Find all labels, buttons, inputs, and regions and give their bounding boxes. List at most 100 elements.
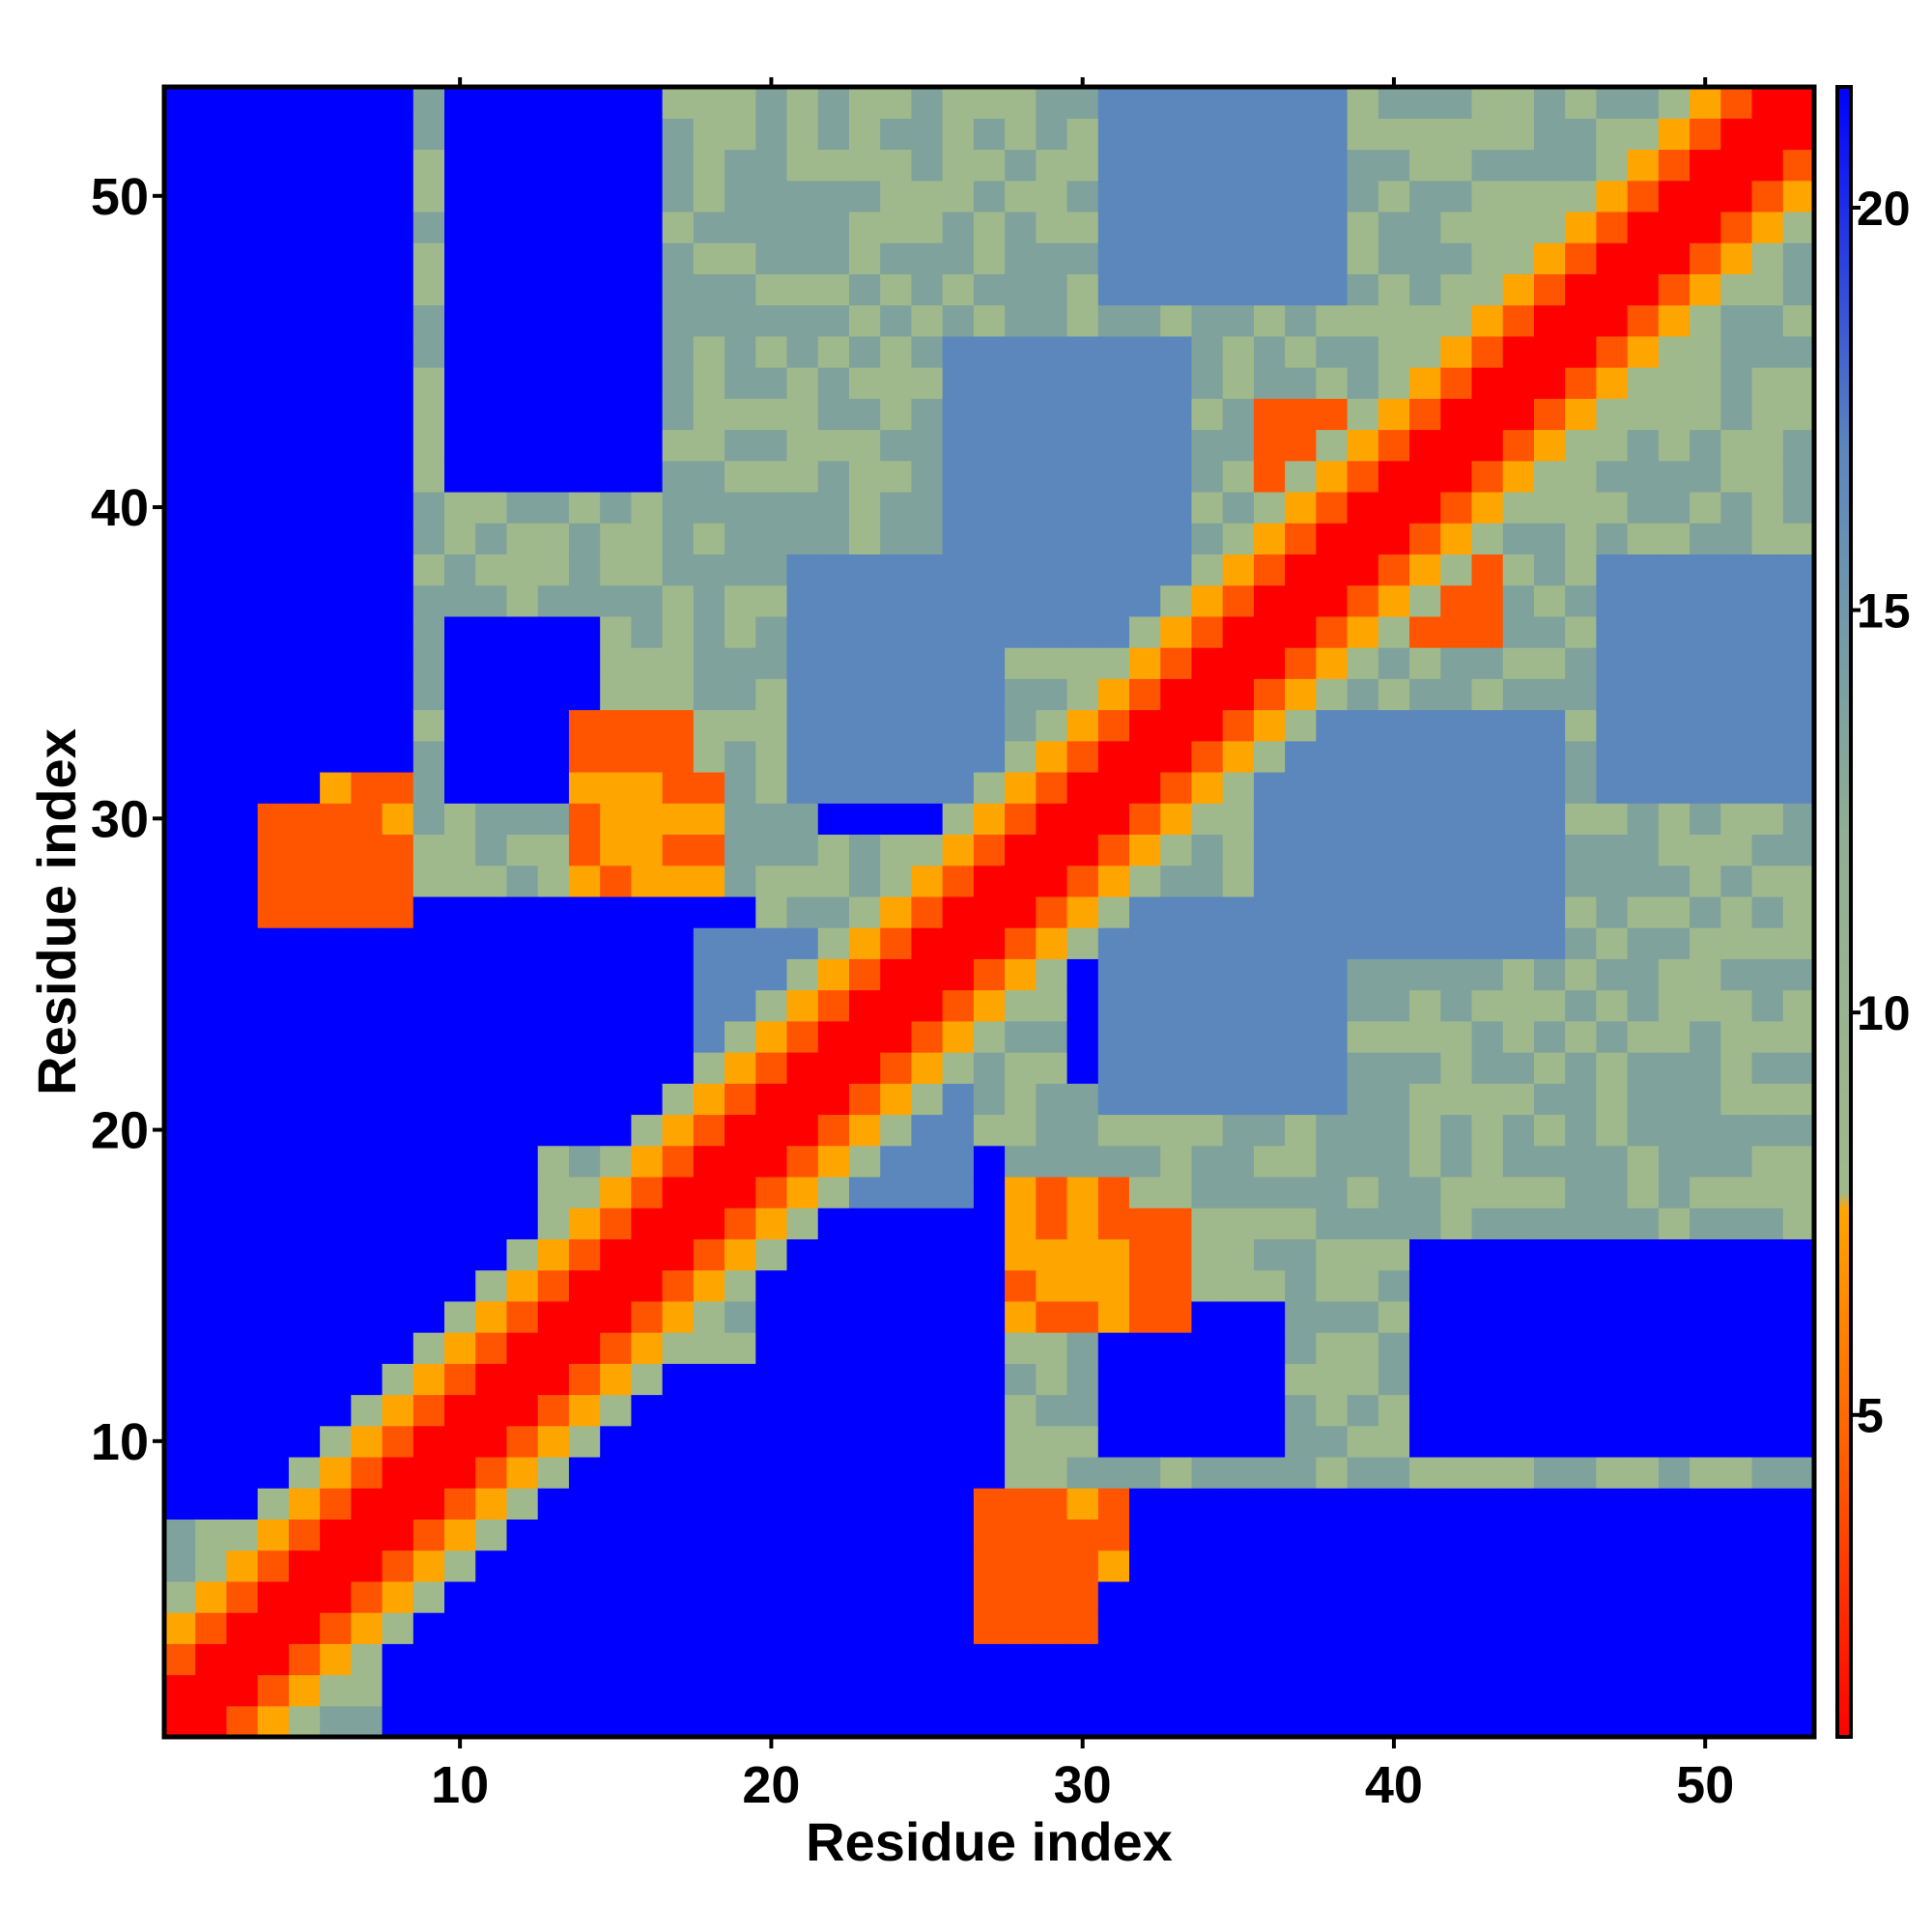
heatmap-cell xyxy=(631,1114,664,1147)
heatmap-cell xyxy=(1253,1052,1286,1084)
heatmap-cell xyxy=(475,1643,508,1676)
heatmap-cell xyxy=(1378,1083,1410,1116)
heatmap-cell xyxy=(1347,1456,1379,1489)
heatmap-cell xyxy=(942,1083,975,1116)
heatmap-cell xyxy=(1565,398,1598,431)
heatmap-cell xyxy=(1097,460,1130,493)
heatmap-cell xyxy=(786,1083,819,1116)
heatmap-cell xyxy=(1253,1269,1286,1302)
heatmap-cell xyxy=(1720,1052,1753,1084)
heatmap-cell xyxy=(537,242,570,274)
heatmap-cell xyxy=(848,242,881,274)
heatmap-cell xyxy=(1316,1145,1349,1178)
heatmap-cell xyxy=(724,554,756,586)
heatmap-cell xyxy=(1036,1238,1068,1271)
heatmap-cell xyxy=(1409,1332,1441,1364)
heatmap-cell xyxy=(662,647,695,679)
heatmap-cell xyxy=(1751,1425,1784,1458)
heatmap-cell xyxy=(880,1238,913,1271)
heatmap-cell xyxy=(257,149,290,182)
heatmap-cell xyxy=(1440,927,1473,959)
heatmap-cell xyxy=(1782,554,1815,586)
heatmap-cell xyxy=(412,1705,445,1738)
heatmap-cell xyxy=(693,1705,725,1738)
heatmap-cell xyxy=(226,460,259,493)
heatmap-cell xyxy=(1533,1519,1566,1551)
heatmap-cell xyxy=(1502,1488,1535,1520)
heatmap-cell xyxy=(848,1052,881,1084)
heatmap-cell xyxy=(848,367,881,399)
heatmap-cell xyxy=(288,678,321,711)
heatmap-cell xyxy=(1627,1114,1660,1147)
heatmap-cell xyxy=(693,895,725,928)
heatmap-cell xyxy=(1347,211,1379,243)
heatmap-cell xyxy=(631,429,664,462)
heatmap-cell xyxy=(382,1176,414,1208)
heatmap-cell xyxy=(817,118,850,151)
heatmap-cell xyxy=(1502,460,1535,493)
heatmap-cell xyxy=(1378,460,1410,493)
heatmap-cell xyxy=(848,1643,881,1676)
heatmap-cell xyxy=(382,584,414,617)
heatmap-cell xyxy=(412,398,445,431)
heatmap-cell xyxy=(568,1580,601,1613)
heatmap-cell xyxy=(351,242,384,274)
heatmap-cell xyxy=(1347,523,1379,554)
heatmap-cell xyxy=(288,1612,321,1644)
heatmap-cell xyxy=(475,1145,508,1178)
heatmap-cell xyxy=(1160,1488,1193,1520)
heatmap-cell xyxy=(320,335,352,368)
heatmap-cell xyxy=(195,1425,228,1458)
heatmap-cell xyxy=(1222,678,1255,711)
heatmap-cell xyxy=(257,865,290,897)
heatmap-cell xyxy=(1690,1363,1721,1396)
heatmap-cell xyxy=(1720,1269,1753,1302)
heatmap-cell xyxy=(1005,803,1037,836)
heatmap-cell xyxy=(1533,491,1566,524)
heatmap-cell xyxy=(164,1394,196,1427)
heatmap-cell xyxy=(288,927,321,959)
heatmap-cell xyxy=(568,1052,601,1084)
heatmap-cell xyxy=(1191,242,1224,274)
heatmap-cell xyxy=(506,554,539,586)
heatmap-cell xyxy=(288,1238,321,1271)
heatmap-cell xyxy=(973,118,1006,151)
heatmap-cell xyxy=(226,865,259,897)
heatmap-cell xyxy=(817,895,850,928)
heatmap-cell xyxy=(631,709,664,742)
heatmap-cell xyxy=(568,1114,601,1147)
heatmap-cell xyxy=(1533,1549,1566,1582)
heatmap-cell xyxy=(817,1705,850,1738)
heatmap-cell xyxy=(382,1208,414,1239)
heatmap-cell xyxy=(164,1643,196,1676)
heatmap-cell xyxy=(755,1052,788,1084)
heatmap-cell xyxy=(1005,584,1037,617)
heatmap-cell xyxy=(631,647,664,679)
heatmap-cell xyxy=(351,895,384,928)
heatmap-cell xyxy=(817,927,850,959)
heatmap-cell xyxy=(412,429,445,462)
heatmap-cell xyxy=(1191,1083,1224,1116)
heatmap-cell xyxy=(412,927,445,959)
heatmap-cell xyxy=(444,1269,476,1302)
heatmap-cell xyxy=(631,615,664,648)
heatmap-cell xyxy=(600,865,632,897)
heatmap-cell xyxy=(1751,615,1784,648)
heatmap-cell xyxy=(1378,1394,1410,1427)
heatmap-cell xyxy=(1782,1114,1815,1147)
heatmap-cell xyxy=(288,491,321,524)
heatmap-cell xyxy=(911,1176,944,1208)
colorbar-tick-label: 5 xyxy=(1857,1389,1884,1443)
heatmap-cell xyxy=(911,1394,944,1427)
heatmap-cell xyxy=(1005,1114,1037,1147)
heatmap-cell xyxy=(1191,1176,1224,1208)
heatmap-cell xyxy=(1658,1580,1690,1613)
heatmap-cell xyxy=(506,460,539,493)
heatmap-cell xyxy=(1471,1208,1504,1239)
heatmap-cell xyxy=(973,834,1006,867)
heatmap-cell xyxy=(226,615,259,648)
heatmap-cell xyxy=(817,367,850,399)
heatmap-cell xyxy=(786,1394,819,1427)
heatmap-cell xyxy=(164,554,196,586)
heatmap-cell xyxy=(848,398,881,431)
